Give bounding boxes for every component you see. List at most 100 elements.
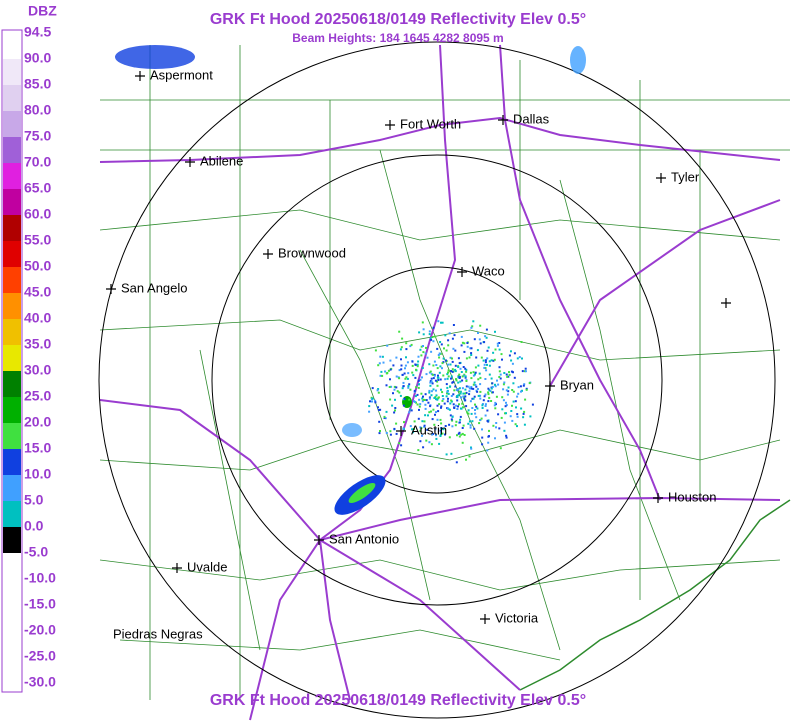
- echo-dot: [495, 395, 498, 398]
- legend-label: 65.0: [24, 180, 51, 196]
- echo-dot: [486, 419, 489, 422]
- echo-dot: [439, 435, 442, 437]
- echo-dot: [487, 387, 490, 390]
- echo-dot: [458, 421, 461, 424]
- echo-dot: [469, 371, 472, 374]
- echo-dot: [435, 437, 438, 440]
- echo-dot: [474, 371, 477, 374]
- echo-dot: [468, 420, 471, 423]
- echo-dot: [414, 395, 417, 398]
- echo-dot: [483, 363, 486, 366]
- echo-dot: [404, 377, 407, 380]
- echo-dot: [469, 426, 472, 429]
- legend-label: 15.0: [24, 440, 51, 456]
- echo-dot: [447, 369, 450, 372]
- echo-dot: [446, 373, 449, 376]
- echo-dot: [421, 367, 424, 369]
- echo-dot: [485, 369, 488, 372]
- legend-label: 90.0: [24, 50, 51, 66]
- echo-dot: [400, 364, 403, 367]
- echo-dot: [413, 420, 416, 423]
- echo-dot: [476, 390, 479, 393]
- legend-swatch: [3, 189, 21, 215]
- echo-dot: [487, 393, 490, 396]
- echo-dot: [389, 433, 392, 436]
- echo-dot: [374, 349, 377, 352]
- echo-dot: [455, 389, 458, 391]
- echo-dot: [374, 401, 377, 404]
- echo-dot: [440, 406, 442, 409]
- echo-dot: [440, 427, 443, 430]
- city-marker: [135, 71, 145, 81]
- echo-dot: [440, 430, 442, 433]
- echo-dot: [512, 390, 515, 393]
- echo-dot: [512, 382, 515, 385]
- echo-dot: [458, 373, 461, 376]
- echo-dot: [416, 363, 419, 366]
- echo-dot: [435, 394, 438, 397]
- legend-swatch: [3, 163, 21, 189]
- echo-dot: [405, 376, 408, 379]
- legend-label: 10.0: [24, 466, 51, 482]
- echo-dot: [488, 364, 491, 367]
- echo-dot: [521, 370, 524, 373]
- echo-dot: [448, 423, 451, 426]
- echo-dot: [408, 383, 411, 386]
- echo-dot: [485, 336, 488, 339]
- color-legend: DBZ 94.5 90.0 85.0 80.0 75.0 70.0 65.0 60.0 55.0…: [1, 3, 57, 693]
- echo-dot: [472, 397, 475, 400]
- echo-dot: [448, 332, 451, 335]
- echo-dot: [447, 339, 450, 342]
- echo-dot: [499, 377, 502, 380]
- echo-dot: [472, 387, 475, 390]
- legend-swatch: [3, 293, 21, 319]
- echo-dot: [517, 392, 520, 395]
- legend-label: -10.0: [24, 570, 56, 586]
- echo-dot: [505, 404, 508, 407]
- echo-dot: [525, 388, 528, 391]
- echo-dot: [464, 392, 467, 395]
- echo-dot: [369, 400, 371, 403]
- echo-dot: [439, 433, 442, 436]
- echo-dot: [460, 396, 463, 399]
- echo-dot: [395, 386, 398, 389]
- echo-dot: [447, 375, 450, 378]
- echo-dot: [410, 409, 413, 412]
- echo-dot: [414, 400, 416, 403]
- echo-dot: [430, 390, 433, 393]
- echo-dot: [370, 396, 373, 399]
- echo-dot: [512, 400, 515, 403]
- echo-dot: [423, 420, 426, 423]
- echo-dot: [432, 408, 435, 411]
- echo-dot: [379, 374, 382, 377]
- echo-dot: [437, 374, 439, 377]
- echo-dot: [470, 446, 472, 449]
- legend-swatch: [3, 475, 21, 501]
- echo-dot: [421, 397, 424, 400]
- legend-swatch: [3, 59, 21, 85]
- echo-dot: [437, 410, 440, 413]
- echo-dot: [440, 422, 443, 425]
- echo-dot: [520, 390, 522, 393]
- echo-dot: [405, 342, 408, 345]
- echo-dot: [479, 397, 482, 400]
- echo-dot: [488, 373, 491, 376]
- echo-dot: [378, 362, 381, 365]
- echo-dot: [487, 441, 490, 444]
- echo-dot: [431, 433, 434, 436]
- echo-dot: [403, 397, 406, 400]
- echo-dot: [454, 368, 457, 371]
- echo-dot: [471, 407, 474, 409]
- echo-dot: [389, 398, 392, 401]
- echo-dot: [460, 344, 463, 347]
- echo-dot: [425, 439, 428, 442]
- city-marker: [653, 493, 663, 503]
- echo-dot: [430, 443, 433, 446]
- echo-dot: [498, 427, 501, 430]
- echo-dot: [445, 395, 448, 398]
- echo-dot: [503, 372, 506, 374]
- radar-echoes: [115, 45, 586, 515]
- echo-dot: [467, 409, 470, 412]
- echo-dot: [447, 344, 450, 347]
- echo-dot: [429, 370, 432, 373]
